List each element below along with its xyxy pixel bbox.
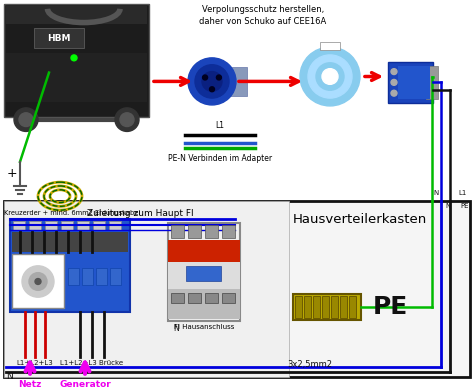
Bar — [12, 254, 64, 308]
Circle shape — [300, 47, 360, 106]
Circle shape — [35, 279, 41, 284]
Circle shape — [217, 75, 221, 80]
Text: L1: L1 — [458, 190, 466, 196]
Bar — [6, 6, 147, 24]
Text: N: N — [6, 372, 13, 381]
Bar — [188, 293, 201, 303]
Circle shape — [322, 68, 338, 84]
Bar — [4, 201, 289, 377]
Bar — [34, 28, 84, 48]
Bar — [45, 221, 57, 231]
Text: Hausverteilerkasten: Hausverteilerkasten — [293, 213, 427, 226]
Bar — [340, 296, 347, 318]
Bar — [13, 221, 25, 231]
Bar — [227, 67, 247, 96]
Text: HBM: HBM — [47, 34, 71, 43]
Bar — [171, 293, 184, 303]
Bar — [349, 296, 356, 318]
Bar — [68, 268, 79, 286]
Bar — [168, 240, 240, 262]
Text: L1+L2+L3 Brücke: L1+L2+L3 Brücke — [61, 360, 124, 366]
Text: L1: L1 — [216, 121, 225, 130]
Bar — [293, 294, 361, 320]
Bar — [168, 289, 240, 319]
Text: Kreuzerder + mind. 6mm2 Erdungskabel: Kreuzerder + mind. 6mm2 Erdungskabel — [4, 210, 140, 216]
Circle shape — [391, 68, 397, 75]
Text: +: + — [7, 167, 18, 180]
Bar — [322, 296, 329, 318]
Circle shape — [195, 65, 229, 98]
Bar — [10, 219, 130, 312]
Circle shape — [202, 75, 208, 80]
Bar — [388, 62, 433, 103]
Text: L1+L2+L3: L1+L2+L3 — [17, 360, 54, 366]
Circle shape — [14, 108, 38, 131]
Text: Generator: Generator — [59, 380, 111, 389]
Circle shape — [202, 72, 222, 91]
Text: PE-N Verbinden im Adapter: PE-N Verbinden im Adapter — [168, 154, 272, 163]
Text: N: N — [445, 203, 450, 209]
Bar — [168, 223, 240, 321]
Bar — [331, 296, 338, 318]
Bar — [313, 296, 320, 318]
Circle shape — [391, 79, 397, 85]
Bar — [4, 4, 149, 117]
Text: Zuleitung zum Haupt FI: Zuleitung zum Haupt FI — [87, 209, 193, 218]
Bar — [93, 221, 105, 231]
Circle shape — [308, 55, 352, 98]
Bar — [222, 293, 235, 303]
Bar — [12, 233, 128, 252]
Circle shape — [22, 266, 54, 297]
Bar — [295, 296, 302, 318]
Text: Netz: Netz — [18, 380, 42, 389]
Bar — [398, 66, 430, 99]
Text: Verpolungsschutz herstellen,
daher von Schuko auf CEE16A: Verpolungsschutz herstellen, daher von S… — [200, 5, 327, 26]
Circle shape — [19, 113, 33, 126]
Bar — [61, 221, 73, 231]
Bar — [82, 268, 93, 286]
Bar — [205, 293, 218, 303]
Bar — [205, 224, 218, 238]
Bar — [222, 224, 235, 238]
Text: FI Hausanschluss: FI Hausanschluss — [174, 324, 234, 329]
Bar — [426, 66, 438, 99]
Bar — [29, 221, 41, 231]
Circle shape — [188, 58, 236, 105]
Bar — [304, 296, 311, 318]
Circle shape — [120, 113, 134, 126]
Text: 3x2,5mm2: 3x2,5mm2 — [288, 360, 332, 369]
Text: PE: PE — [460, 203, 468, 209]
Bar — [171, 224, 184, 238]
Bar — [186, 266, 221, 282]
Bar — [96, 268, 107, 286]
Circle shape — [115, 108, 139, 131]
Text: PE: PE — [373, 295, 408, 319]
Circle shape — [316, 63, 344, 90]
Bar — [4, 201, 470, 377]
Circle shape — [71, 55, 77, 61]
Bar — [320, 42, 340, 50]
Text: N: N — [434, 190, 439, 196]
Bar — [110, 268, 121, 286]
Circle shape — [391, 90, 397, 96]
Bar — [77, 221, 89, 231]
Bar — [109, 221, 121, 231]
Circle shape — [210, 87, 215, 92]
Text: N: N — [173, 324, 179, 333]
Bar — [188, 224, 201, 238]
Bar — [168, 262, 240, 289]
Circle shape — [29, 273, 47, 290]
Bar — [6, 53, 147, 102]
